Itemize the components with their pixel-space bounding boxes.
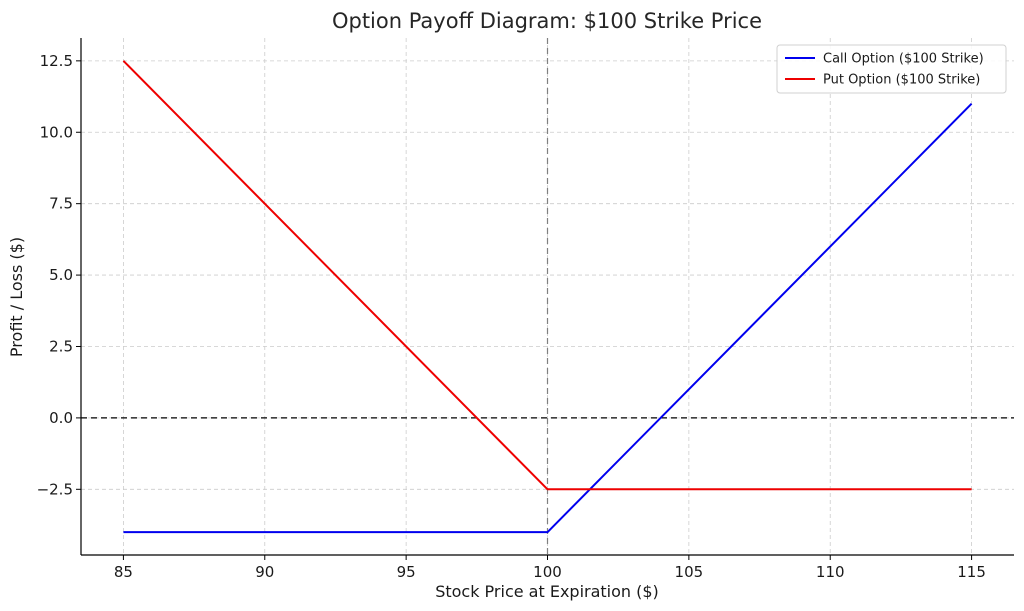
put-option-line [122, 60, 972, 491]
legend-box [776, 44, 1007, 94]
reference-lines [81, 38, 1014, 555]
legend-label: Put Option ($100 Strike) [823, 73, 980, 88]
x-tick-label: 95 [397, 563, 416, 581]
x-tick-label: 90 [255, 563, 274, 581]
y-axis-ticks: −2.5 0.0 2.5 5.0 7.5 10.0 12.5 [37, 52, 81, 498]
y-axis-label: Profit / Loss ($) [7, 237, 26, 357]
y-tick-label: 10.0 [40, 123, 73, 141]
legend-label: Call Option ($100 Strike) [823, 52, 984, 67]
x-axis-ticks: 85 90 95 100 105 110 115 [114, 555, 986, 581]
call-option-line [123, 102, 973, 534]
y-tick-label: 2.5 [49, 337, 73, 355]
y-tick-label: 5.0 [49, 266, 73, 284]
grid [81, 38, 1014, 555]
y-tick-label: 0.0 [49, 409, 73, 427]
legend: Call Option ($100 Strike) Put Option ($10… [776, 44, 1007, 94]
x-tick-label: 115 [957, 563, 986, 581]
x-tick-label: 85 [114, 563, 133, 581]
y-tick-label: 12.5 [40, 52, 73, 70]
chart-title: Option Payoff Diagram: $100 Strike Price [332, 9, 762, 33]
x-tick-label: 105 [675, 563, 704, 581]
x-tick-label: 100 [533, 563, 562, 581]
series-lines [122, 60, 973, 534]
x-axis-label: Stock Price at Expiration ($) [435, 582, 659, 601]
y-tick-label: 7.5 [49, 195, 73, 213]
x-tick-label: 110 [816, 563, 845, 581]
y-tick-label: −2.5 [37, 480, 73, 498]
